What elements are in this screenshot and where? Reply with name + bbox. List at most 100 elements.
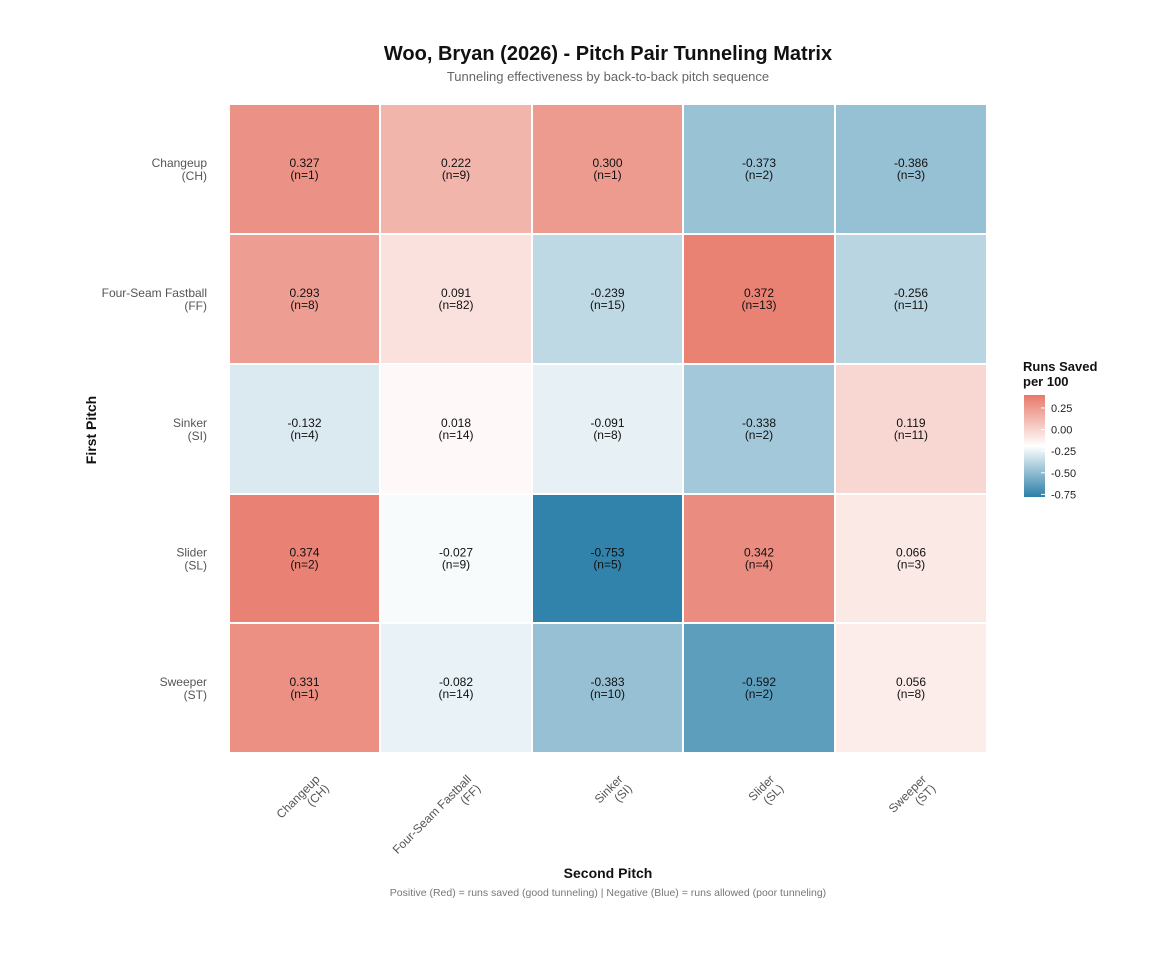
heatmap-cell	[230, 624, 379, 752]
cell-count: (n=14)	[438, 687, 473, 701]
cell-value: 0.293	[289, 286, 319, 300]
legend-tick-label: -0.75	[1051, 489, 1076, 501]
heatmap-cell	[836, 624, 986, 752]
cell-value: -0.592	[742, 675, 776, 689]
cell-value: -0.386	[894, 156, 928, 170]
heatmap-cell	[836, 365, 986, 493]
heatmap-cell	[230, 495, 379, 622]
heatmap-cell	[836, 495, 986, 622]
heatmap-cell	[230, 365, 379, 493]
cell-count: (n=10)	[590, 687, 625, 701]
cell-value: 0.331	[289, 675, 319, 689]
heatmap-cell	[381, 235, 531, 363]
row-label-code: (FF)	[184, 299, 207, 313]
cell-value: 0.327	[289, 156, 319, 170]
column-label: Changeup(CH)	[274, 772, 332, 821]
cell-value: -0.091	[590, 416, 624, 430]
cell-value: 0.091	[441, 286, 471, 300]
cell-count: (n=2)	[745, 168, 773, 182]
cell-count: (n=2)	[745, 687, 773, 701]
heatmap-cell	[533, 495, 682, 622]
cell-count: (n=15)	[590, 298, 625, 312]
cell-value: -0.383	[590, 675, 624, 689]
heatmap-cell	[381, 624, 531, 752]
legend-tick-label: -0.50	[1051, 468, 1076, 480]
cell-value: 0.374	[289, 546, 319, 560]
row-label-name: Sinker	[173, 416, 207, 430]
cell-value: 0.119	[896, 416, 925, 430]
heatmap-cell	[533, 365, 682, 493]
row-label-name: Slider	[176, 546, 207, 560]
heatmap-cell	[381, 105, 531, 233]
heatmap-cell	[533, 624, 682, 752]
y-axis-title: First Pitch	[83, 396, 99, 464]
heatmap-cell	[836, 235, 986, 363]
legend-tick-label: 0.00	[1051, 425, 1072, 437]
heatmap-cell	[684, 365, 834, 493]
cell-count: (n=9)	[442, 558, 470, 572]
cell-value: 0.066	[896, 546, 926, 560]
cell-count: (n=2)	[745, 428, 773, 442]
cell-value: -0.373	[742, 156, 776, 170]
cell-value: -0.132	[287, 416, 321, 430]
column-label: Sweeper(ST)	[886, 772, 939, 815]
cell-value: 0.222	[441, 156, 471, 170]
legend-title-line2: per 100	[1023, 374, 1069, 389]
row-labels: Changeup(CH) Four-Seam Fastball(FF) Sinker…	[102, 156, 208, 702]
column-label: Sinker(SI)	[592, 772, 635, 806]
cell-count: (n=8)	[897, 687, 925, 701]
cell-count: (n=1)	[593, 168, 621, 182]
row-label-name: Changeup	[152, 156, 208, 170]
cell-value: 0.372	[744, 286, 774, 300]
row-label-code: (SL)	[184, 559, 207, 573]
cell-count: (n=13)	[741, 298, 776, 312]
row-label-code: (SI)	[188, 429, 207, 443]
cell-count: (n=14)	[438, 428, 473, 442]
cell-count: (n=9)	[442, 168, 470, 182]
cell-count: (n=3)	[897, 558, 925, 572]
cell-value: 0.300	[592, 156, 622, 170]
cell-value: -0.338	[742, 416, 776, 430]
heatmap-cell	[684, 624, 834, 752]
row-label-name: Four-Seam Fastball	[102, 286, 207, 300]
chart-title: Woo, Bryan (2026) - Pitch Pair Tunneling…	[384, 43, 832, 65]
cell-count: (n=11)	[894, 298, 928, 312]
legend-tick-label: 0.25	[1051, 403, 1072, 415]
x-axis-title: Second Pitch	[564, 865, 653, 881]
cell-count: (n=2)	[290, 558, 318, 572]
cell-count: (n=4)	[745, 558, 773, 572]
cell-count: (n=3)	[897, 168, 925, 182]
heatmap-cell	[533, 105, 682, 233]
heatmap-cell	[836, 105, 986, 233]
legend-color-bar	[1024, 395, 1045, 497]
heatmap-cell	[684, 495, 834, 622]
column-label: Slider(SL)	[746, 772, 787, 807]
cell-count: (n=1)	[290, 168, 318, 182]
cell-value: 0.056	[896, 675, 926, 689]
row-label-code: (ST)	[184, 688, 207, 702]
cell-value: -0.239	[590, 286, 624, 300]
legend-title-line1: Runs Saved	[1023, 359, 1097, 374]
cell-value: -0.082	[439, 675, 473, 689]
heatmap-cell	[533, 235, 682, 363]
cell-count: (n=1)	[290, 687, 318, 701]
cell-value: -0.256	[894, 286, 928, 300]
cell-count: (n=11)	[894, 428, 928, 442]
cell-count: (n=5)	[593, 558, 621, 572]
cell-count: (n=8)	[593, 428, 621, 442]
chart-caption: Positive (Red) = runs saved (good tunnel…	[390, 887, 826, 899]
legend: Runs Saved per 100 0.25 0.00 -0.25 -0.50 -0.…	[1023, 359, 1097, 501]
legend-ticks: 0.25 0.00 -0.25 -0.50 -0.75	[1041, 403, 1076, 501]
cell-value: 0.342	[744, 546, 774, 560]
heatmap-cells: 0.327(n=1)0.222(n=9)0.300(n=1)-0.373(n=2…	[230, 105, 986, 752]
heatmap-cell	[684, 235, 834, 363]
cell-value: -0.027	[439, 546, 473, 560]
cell-value: -0.753	[590, 546, 624, 560]
row-label-code: (CH)	[182, 169, 207, 183]
cell-count: (n=8)	[290, 298, 318, 312]
legend-tick-label: -0.25	[1051, 446, 1076, 458]
heatmap-cell	[684, 105, 834, 233]
heatmap-cell	[381, 365, 531, 493]
heatmap-cell	[381, 495, 531, 622]
